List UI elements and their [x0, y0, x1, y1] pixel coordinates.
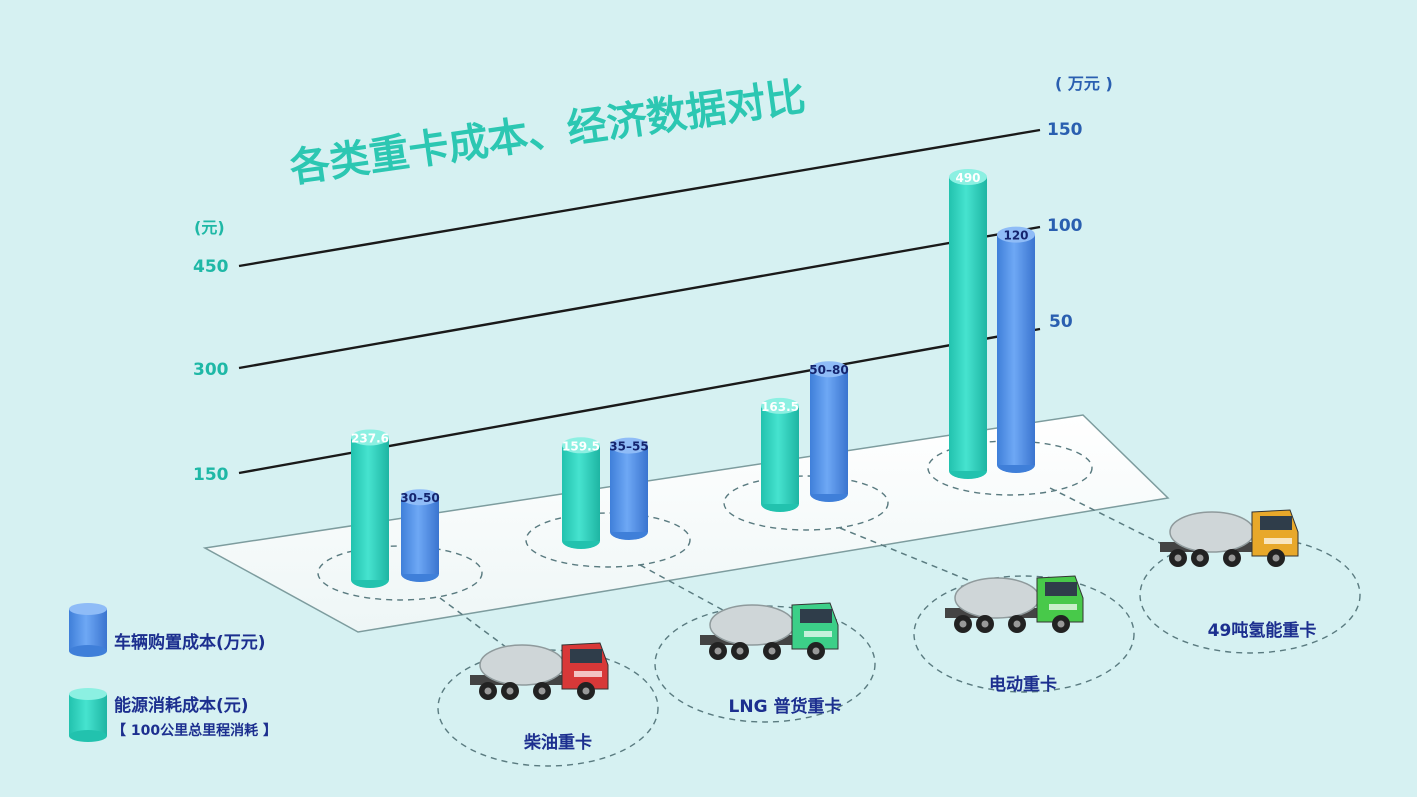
- floor-ring-2: [525, 512, 691, 568]
- gridline-300: [238, 225, 1041, 370]
- truck-illustration-1: [470, 642, 609, 700]
- purchase-value-label-4: 120: [1003, 229, 1028, 243]
- right-axis-unit: ( 万元 ): [1055, 74, 1113, 93]
- floor-rings: [317, 440, 1093, 601]
- bars: 237.6 30–50 159.5 35–55 163.5 50–80 490 120: [351, 169, 1035, 588]
- purchase-bar-2: [610, 437, 648, 540]
- purchase-value-label-1: 30–50: [400, 491, 439, 505]
- category-ellipse-2: [654, 605, 876, 723]
- connector-3: [839, 527, 981, 586]
- chart-title-group: 各类重卡成本、经济数据对比: [287, 74, 808, 192]
- purchase-bar-4: [997, 226, 1035, 473]
- right-tick-150: 150: [1047, 120, 1083, 140]
- left-axis-unit: (元): [194, 218, 225, 237]
- energy-bar-1: [351, 429, 389, 588]
- energy-value-label-1: 237.6: [351, 431, 389, 445]
- gridline-450: [238, 128, 1041, 268]
- purchase-value-label-3: 50–80: [809, 363, 848, 377]
- truck-illustration-4: [1160, 509, 1299, 567]
- energy-bar-4: [949, 169, 987, 479]
- category-ellipse-3: [913, 575, 1135, 693]
- legend-energy-label: 能源消耗成本(元): [114, 695, 249, 716]
- energy-bar-2: [562, 437, 600, 549]
- floor-ring-4: [927, 440, 1093, 496]
- legend: 车辆购置成本(万元) 能源消耗成本(元) 【 100公里总里程消耗 】: [69, 603, 277, 742]
- energy-value-label-2: 159.5: [562, 439, 600, 453]
- left-tick-300: 300: [193, 360, 229, 380]
- legend-purchase-label: 车辆购置成本(万元): [114, 632, 266, 653]
- truck-illustration-3: [945, 575, 1084, 633]
- chart-title: 各类重卡成本、经济数据对比: [287, 74, 808, 192]
- category-label-3: 电动重卡: [989, 674, 1057, 695]
- category-ellipse-1: [437, 649, 659, 767]
- purchase-bar-1: [401, 489, 439, 582]
- energy-bar-3: [761, 397, 799, 512]
- energy-value-label-3: 163.5: [761, 400, 799, 414]
- category-label-4: 49吨氢能重卡: [1208, 620, 1317, 641]
- category-ellipse-4: [1139, 536, 1361, 654]
- categories: 柴油重卡 LNG 普货重卡 电动重卡 49吨氢能重卡: [437, 509, 1361, 767]
- legend-energy-swatch: [69, 688, 107, 742]
- connector-4: [1049, 487, 1171, 549]
- right-tick-100: 100: [1047, 216, 1083, 236]
- floor-ring-1: [317, 545, 483, 601]
- left-tick-150: 150: [193, 465, 229, 485]
- truck-illustration-2: [700, 602, 839, 660]
- purchase-bar-3: [810, 361, 848, 502]
- category-label-1: 柴油重卡: [523, 732, 592, 753]
- floor-ring-3: [723, 475, 889, 531]
- category-label-2: LNG 普货重卡: [729, 696, 842, 717]
- right-tick-50: 50: [1049, 312, 1073, 332]
- left-tick-450: 450: [193, 257, 229, 277]
- legend-energy-note: 【 100公里总里程消耗 】: [112, 722, 277, 739]
- legend-purchase-swatch: [69, 603, 107, 657]
- energy-value-label-4: 490: [955, 171, 980, 185]
- purchase-value-label-2: 35–55: [609, 440, 648, 454]
